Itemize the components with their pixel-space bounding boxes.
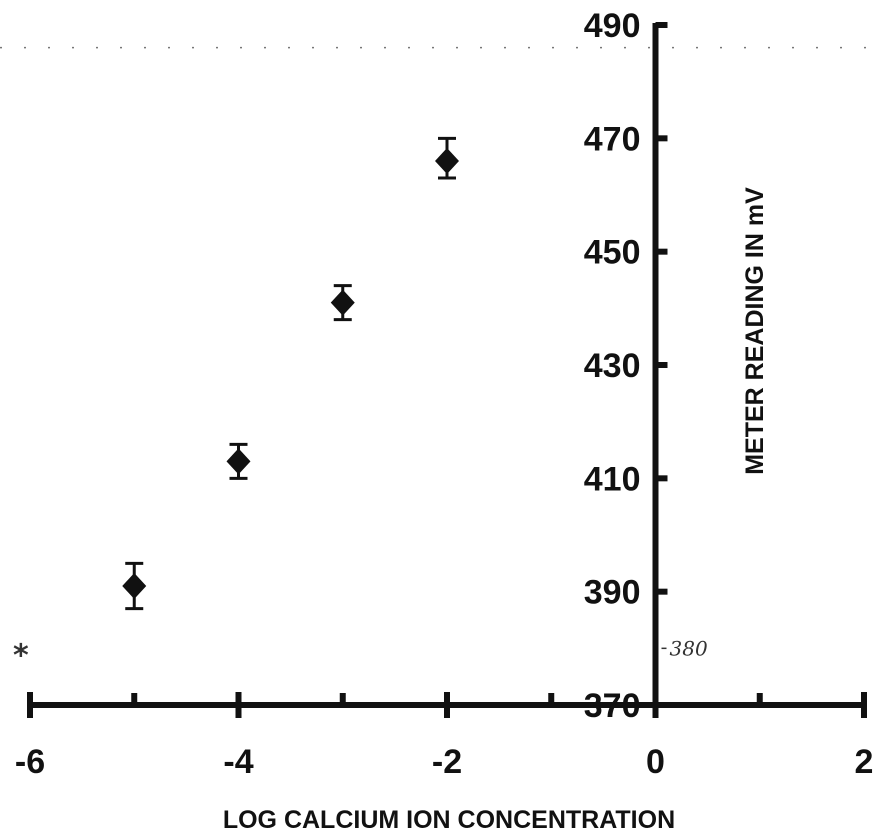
y-tick-label: 390 — [584, 574, 641, 612]
x-tick-label: -2 — [432, 743, 462, 781]
ticks-layer — [27, 22, 867, 718]
x-tick-label: -6 — [15, 743, 45, 781]
y-tick-label: 490 — [584, 7, 641, 45]
handwritten-note: 380 — [670, 636, 708, 660]
x-tick-label: 0 — [646, 743, 665, 781]
axes-layer — [30, 23, 864, 708]
annotations-layer: 380 * — [13, 636, 708, 673]
y-axis-title: METER READING IN mV — [741, 187, 769, 475]
tick-labels-layer: -6 -4 -2 0 2 370 390 410 430 450 470 490 — [15, 7, 874, 781]
x-tick-label: -4 — [223, 743, 253, 781]
data-point — [122, 561, 147, 611]
x-tick-label: 2 — [855, 743, 874, 781]
y-tick-label: 450 — [584, 234, 641, 272]
x-axis-title: LOG CALCIUM ION CONCENTRATION — [223, 806, 675, 833]
diamond-marker — [330, 289, 355, 316]
data-point — [226, 442, 251, 480]
diamond-marker — [435, 148, 459, 174]
y-tick-label: 430 — [584, 347, 641, 385]
handwritten-mark: * — [13, 638, 29, 673]
y-tick-label: 470 — [584, 120, 641, 158]
y-tick-label: 370 — [584, 687, 641, 725]
diamond-marker — [226, 448, 251, 475]
data-points-layer — [122, 136, 459, 611]
y-tick-label: 410 — [584, 460, 641, 498]
data-point — [330, 284, 355, 322]
diamond-marker — [122, 573, 147, 599]
data-point — [435, 136, 459, 180]
